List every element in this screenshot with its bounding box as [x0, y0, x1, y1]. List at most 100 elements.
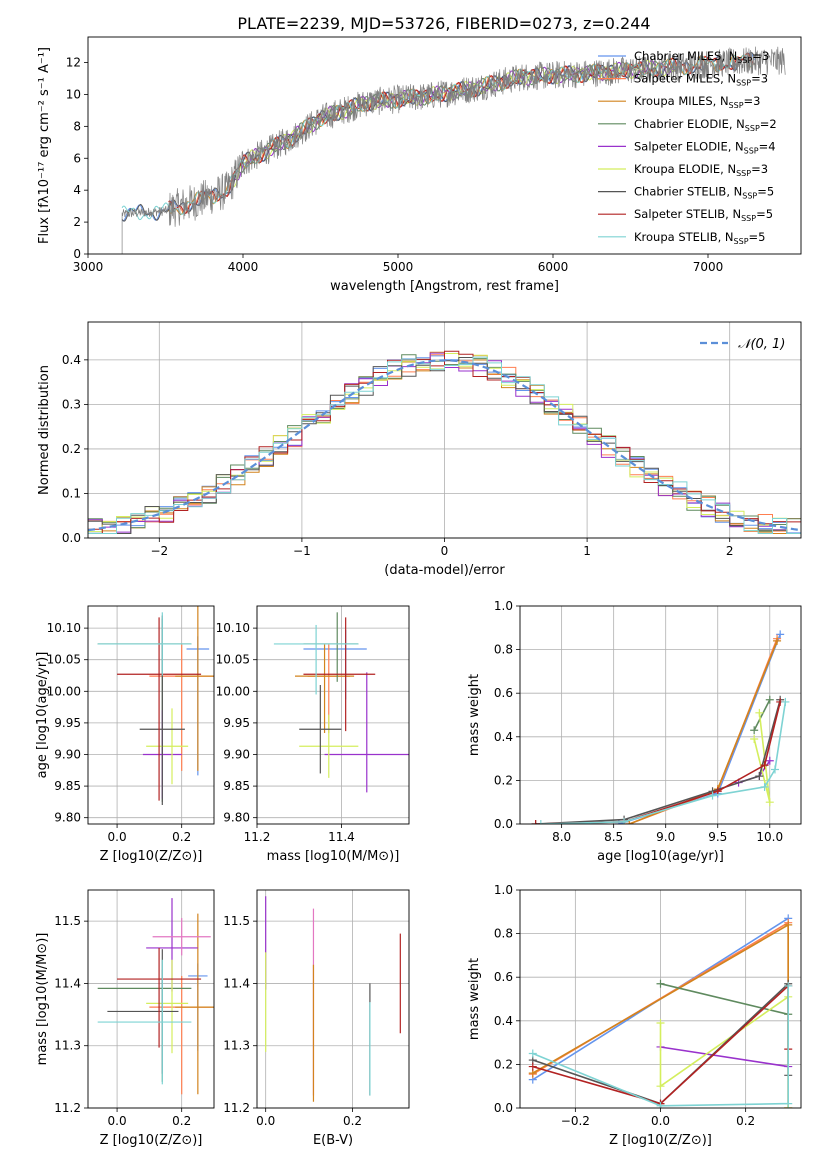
- y-tick-label: 0.6: [494, 686, 513, 700]
- series-marker: [776, 630, 785, 639]
- y-axis-label: mass weight: [467, 958, 482, 1040]
- y-tick-label: 9.80: [223, 811, 250, 825]
- x-tick-label: 3000: [73, 260, 104, 274]
- series-marker: [620, 817, 629, 824]
- series-marker: [765, 695, 774, 704]
- x-tick-label: 2: [726, 544, 734, 558]
- figure-title: PLATE=2239, MJD=53726, FIBERID=0273, z=0…: [237, 14, 650, 33]
- series-marker: [760, 761, 769, 770]
- histogram-series: [88, 356, 801, 534]
- series-marker: [656, 979, 665, 988]
- x-tick-label: 10.0: [756, 830, 783, 844]
- legend-label: Salpeter MILES, NSSP=3: [634, 72, 768, 88]
- y-tick-label: 0.2: [62, 442, 81, 456]
- series-marker: [656, 1082, 665, 1091]
- plot-frame: [256, 889, 410, 1109]
- y-tick-label: 9.95: [54, 716, 81, 730]
- y-tick-label: 11.3: [54, 1039, 81, 1053]
- y-axis-label: mass [log10(M/M⊙)]: [35, 933, 50, 1066]
- x-tick-label: 0: [441, 544, 449, 558]
- x-tick-label: 0.0: [651, 1114, 670, 1128]
- y-tick-label: 10.05: [216, 653, 250, 667]
- plot-frame: [519, 605, 802, 825]
- y-tick-label: 12: [66, 56, 81, 70]
- series-marker: [625, 820, 634, 824]
- series-marker: [784, 981, 793, 990]
- weight-series: [528, 981, 793, 1108]
- series-marker: [770, 765, 779, 774]
- legend-label: Salpeter STELIB, NSSP=5: [634, 207, 773, 223]
- plot-area: [121, 46, 786, 254]
- y-tick-label: 10.10: [47, 621, 81, 635]
- chart-weight_vs_age: 8.0 8.5 9.0 9.5 10.0 0.0 0.2 0.4 0.6 0.8 1.0 age [l…: [467, 599, 802, 864]
- chart-mass_vs_ebv: 0.0 0.2 11.2 11.3 11.4 11.5 E(B-V): [223, 889, 410, 1148]
- series-marker: [656, 1101, 665, 1108]
- x-tick-label: 0.0: [108, 830, 127, 844]
- errorbar-point: [146, 959, 189, 1054]
- errorbar-point: [295, 644, 355, 734]
- y-axis-label: mass weight: [467, 674, 482, 756]
- y-tick-label: 1.0: [494, 599, 513, 613]
- x-tick-label: 0.2: [736, 1114, 755, 1128]
- y-tick-label: 10.10: [216, 621, 250, 635]
- y-tick-label: 0.4: [62, 353, 81, 367]
- x-tick-label: 8.5: [604, 830, 623, 844]
- series-line: [532, 985, 789, 1107]
- x-axis-label: age [log10(age/yr)]: [597, 849, 724, 864]
- y-tick-label: 2: [73, 215, 81, 229]
- y-tick-label: 6: [73, 151, 81, 165]
- plot-frame: [87, 889, 215, 1109]
- y-tick-label: 0.0: [62, 531, 81, 545]
- legend-label: 𝒩(0, 1): [738, 337, 785, 352]
- series-marker: [781, 697, 790, 706]
- series-marker: [536, 820, 545, 824]
- y-tick-label: 0.8: [494, 643, 513, 657]
- legend-label: Chabrier STELIB, NSSP=5: [634, 185, 774, 201]
- y-tick-label: 11.4: [223, 976, 250, 990]
- x-tick-label: 0.0: [256, 1114, 275, 1128]
- errorbar-point: [146, 708, 189, 785]
- plot-area: [528, 914, 793, 1108]
- x-tick-label: 7000: [693, 260, 724, 274]
- x-tick-label: 4000: [228, 260, 259, 274]
- legend-label: Chabrier MILES, NSSP=3: [634, 49, 769, 65]
- errorbar-point: [97, 612, 192, 676]
- y-tick-label: 0.4: [494, 1014, 513, 1028]
- series-marker: [755, 772, 764, 781]
- legend-label: Salpeter ELODIE, NSSP=4: [634, 139, 776, 155]
- x-tick-label: 6000: [538, 260, 569, 274]
- series-line: [660, 1046, 789, 1068]
- errorbar-point: [117, 947, 202, 1048]
- plot-frame: [87, 36, 802, 255]
- errorbar-point: [299, 714, 359, 778]
- y-axis-label: Normed distribution: [37, 365, 52, 495]
- histogram-series: [88, 350, 801, 534]
- errorbar-point: [175, 913, 214, 1095]
- errorbar-point: [97, 959, 192, 1085]
- legend-label: Kroupa ELODIE, NSSP=3: [634, 162, 768, 178]
- weight-series: [750, 708, 774, 807]
- y-tick-label: 1.0: [494, 883, 513, 897]
- chart-age_vs_mass: 11.2 11.4 9.80 9.85 9.90 9.95 10.00 10.05 10.10 m…: [216, 605, 410, 864]
- y-tick-label: 10: [66, 87, 81, 101]
- series-marker: [765, 798, 774, 807]
- y-tick-label: 10.00: [216, 684, 250, 698]
- y-tick-label: 0.0: [494, 817, 513, 831]
- chart-residuals: −2 −1 0 1 2 0.0 0.1 0.2 0.3 0.4 (data-model)/error…: [37, 321, 802, 578]
- x-tick-label: 0.2: [343, 1114, 362, 1128]
- series-marker: [773, 636, 782, 645]
- x-axis-label: Z [log10(Z/Z⊙)]: [100, 849, 203, 864]
- y-tick-label: 10.00: [47, 684, 81, 698]
- chart-age_vs_Z: 0.0 0.2 9.80 9.85 9.90 9.95 10.00 10.05 10.10 Z […: [35, 605, 215, 864]
- y-tick-label: 11.2: [54, 1101, 81, 1115]
- legend-label: Chabrier ELODIE, NSSP=2: [634, 117, 777, 133]
- series-marker: [765, 756, 774, 765]
- chart-mass_vs_Z: 0.0 0.2 11.2 11.3 11.4 11.5 Z [log10(Z/Z⊙)] mas…: [35, 889, 215, 1148]
- errorbar-point: [303, 617, 376, 732]
- y-tick-label: 11.3: [223, 1039, 250, 1053]
- errorbar-point: [117, 617, 202, 801]
- plot-frame: [256, 605, 410, 825]
- y-tick-label: 0.1: [62, 486, 81, 500]
- errorbar-point: [324, 672, 409, 793]
- series-line: [540, 701, 787, 824]
